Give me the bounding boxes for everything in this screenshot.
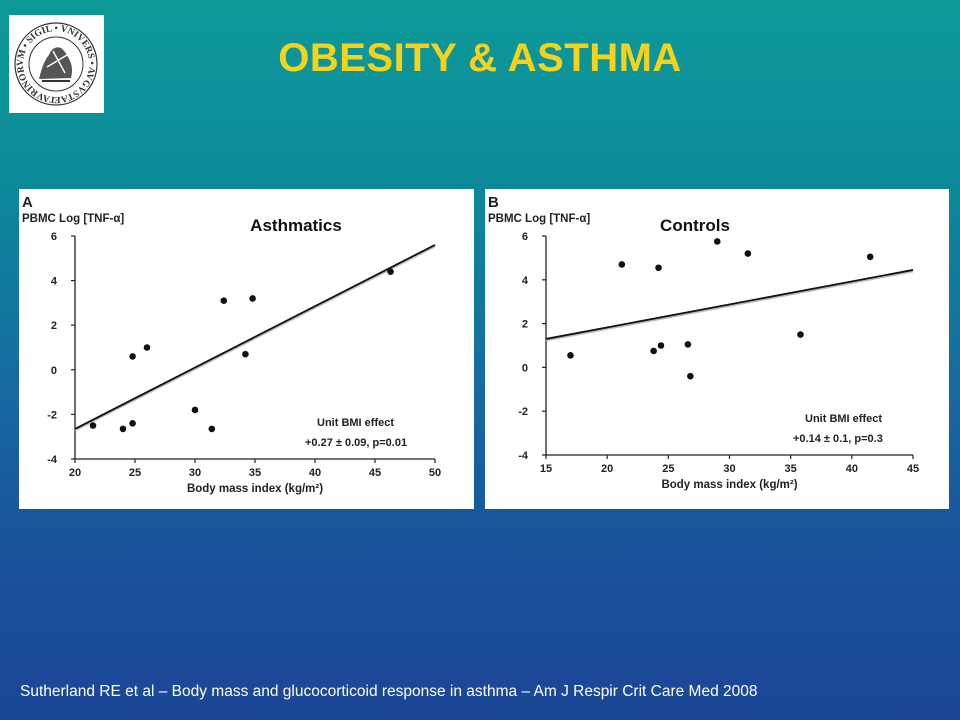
x-tick-label: 45 bbox=[907, 463, 919, 475]
y-tick-label: 0 bbox=[51, 365, 57, 377]
chart-heading: Asthmatics bbox=[250, 216, 342, 235]
data-point bbox=[713, 238, 721, 245]
y-tick-label: 2 bbox=[522, 319, 528, 331]
panel-letter: A bbox=[22, 194, 33, 211]
x-tick-label: 35 bbox=[249, 467, 261, 479]
citation-footer: Sutherland RE et al – Body mass and gluc… bbox=[20, 683, 758, 700]
x-tick-label: 35 bbox=[785, 463, 797, 475]
data-point bbox=[387, 268, 394, 275]
data-point bbox=[89, 422, 97, 429]
panel-controls: B PBMC Log [TNF-α] Controls -4 -2 0 2 4 6 15 20 25 3… bbox=[485, 189, 949, 509]
y-axis-label: PBMC Log [TNF-α] bbox=[22, 213, 124, 225]
x-tick-label: 30 bbox=[189, 467, 201, 479]
annotation-value: +0.27 ± 0.09, p=0.01 bbox=[305, 437, 407, 449]
x-tick-label: 20 bbox=[69, 467, 81, 479]
x-tick-label: 40 bbox=[309, 467, 321, 479]
x-tick-label: 25 bbox=[662, 463, 674, 475]
y-tick-label: 4 bbox=[51, 276, 58, 288]
asthmatics-scatter-chart: A PBMC Log [TNF-α] Asthmatics -4 -2 0 2 4 6 20 25 3… bbox=[22, 194, 441, 495]
controls-scatter-chart: B PBMC Log [TNF-α] Controls -4 -2 0 2 4 6 15 20 25 3… bbox=[488, 194, 919, 491]
data-point bbox=[242, 350, 249, 358]
university-seal-icon: TAVRINORVM • SIGIL • VNIVERS • AVGVSTAE bbox=[14, 22, 98, 106]
y-tick-label: 0 bbox=[522, 362, 528, 374]
trend-line-shadow bbox=[74, 245, 436, 432]
data-point bbox=[129, 420, 136, 427]
x-axis-label: Body mass index (kg/m²) bbox=[661, 479, 797, 491]
annotation-value: +0.14 ± 0.1, p=0.3 bbox=[793, 433, 883, 445]
x-tick-label: 30 bbox=[723, 463, 735, 475]
trend-line bbox=[545, 269, 914, 340]
data-point bbox=[744, 250, 752, 257]
y-tick-label: -2 bbox=[47, 409, 57, 421]
data-point bbox=[191, 406, 199, 414]
y-tick-label: -4 bbox=[518, 450, 529, 462]
x-tick-label: 50 bbox=[429, 467, 441, 479]
trend-line-shadow bbox=[545, 270, 914, 342]
chart-heading: Controls bbox=[660, 216, 730, 235]
data-point bbox=[684, 341, 692, 348]
y-tick-label: 6 bbox=[522, 231, 528, 243]
data-point bbox=[119, 425, 127, 433]
data-point bbox=[567, 352, 574, 359]
data-point bbox=[655, 264, 662, 272]
y-tick-label: 6 bbox=[51, 231, 57, 243]
annotation-title: Unit BMI effect bbox=[805, 413, 882, 425]
x-tick-label: 45 bbox=[369, 467, 381, 479]
x-axis-label: Body mass index (kg/m²) bbox=[187, 483, 323, 495]
x-tick-label: 20 bbox=[601, 463, 613, 475]
data-point bbox=[249, 295, 256, 302]
data-point bbox=[657, 342, 665, 349]
data-point bbox=[129, 353, 136, 360]
x-tick-label: 15 bbox=[540, 463, 552, 475]
data-point bbox=[650, 347, 657, 355]
university-seal-logo: TAVRINORVM • SIGIL • VNIVERS • AVGVSTAE bbox=[9, 15, 104, 113]
data-point bbox=[797, 331, 804, 338]
y-axis-label: PBMC Log [TNF-α] bbox=[488, 213, 590, 225]
y-tick-label: 2 bbox=[51, 320, 57, 332]
data-point bbox=[143, 344, 151, 351]
trend-line bbox=[74, 244, 436, 430]
data-point bbox=[618, 261, 626, 268]
data-point bbox=[220, 297, 228, 304]
y-tick-label: -4 bbox=[47, 454, 58, 466]
annotation-title: Unit BMI effect bbox=[317, 417, 394, 429]
x-tick-label: 40 bbox=[846, 463, 858, 475]
panel-asthmatics: A PBMC Log [TNF-α] Asthmatics -4 -2 0 2 4 6 20 25 3… bbox=[19, 189, 474, 509]
y-tick-label: -2 bbox=[518, 406, 528, 418]
x-tick-label: 25 bbox=[129, 467, 141, 479]
slide-title: OBESITY & ASTHMA bbox=[278, 36, 682, 80]
data-point bbox=[687, 372, 694, 380]
panel-letter: B bbox=[488, 194, 499, 211]
data-point bbox=[208, 425, 216, 433]
y-tick-label: 4 bbox=[522, 275, 529, 287]
data-point bbox=[866, 253, 874, 261]
